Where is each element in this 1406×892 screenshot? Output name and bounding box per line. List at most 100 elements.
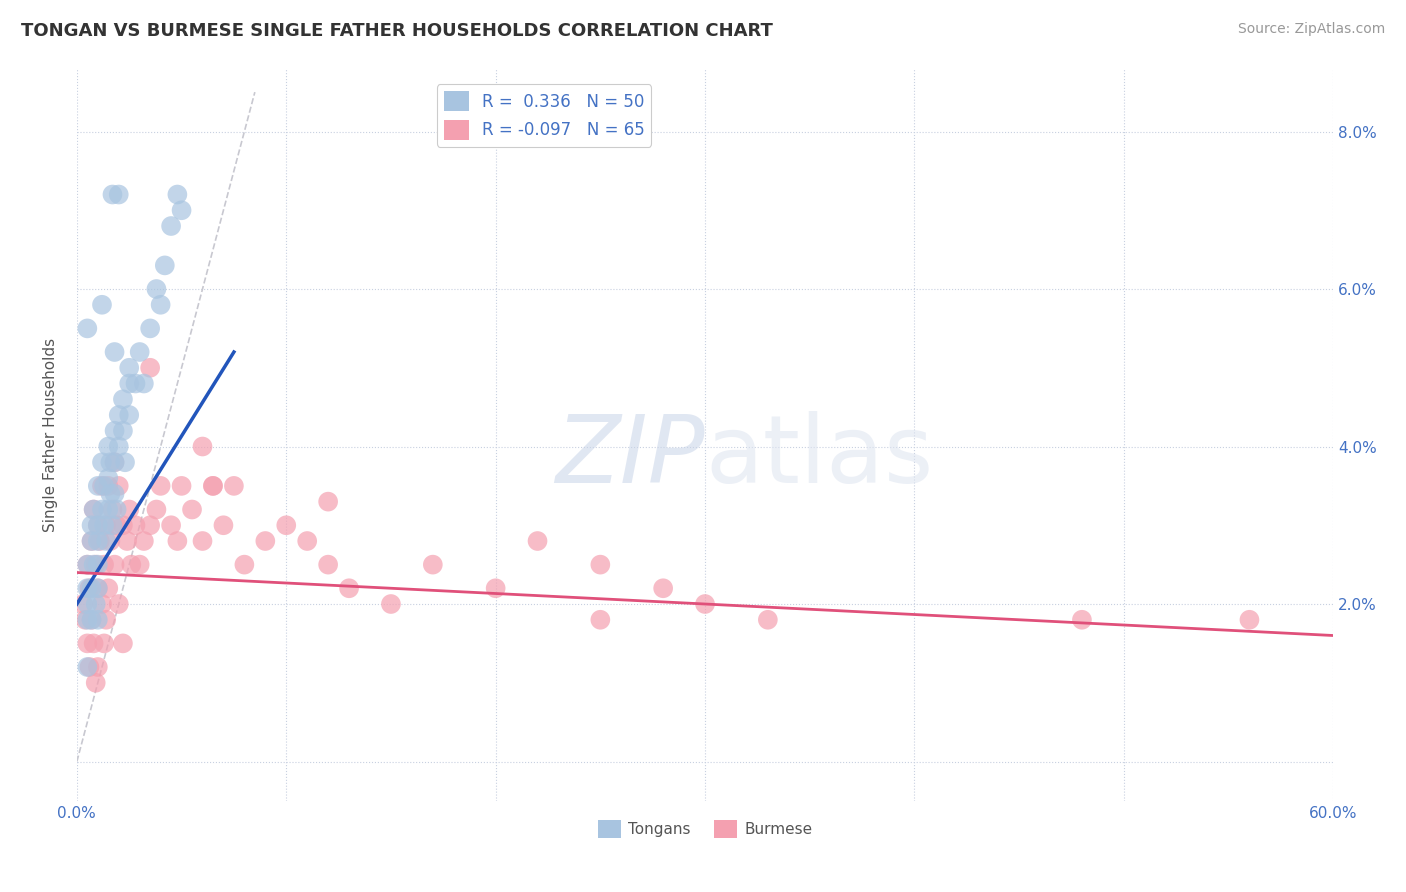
Point bbox=[91, 298, 114, 312]
Point bbox=[181, 502, 204, 516]
Point bbox=[96, 518, 118, 533]
Point bbox=[139, 321, 162, 335]
Point bbox=[103, 487, 125, 501]
Point bbox=[84, 597, 107, 611]
Legend: Tongans, Burmese: Tongans, Burmese bbox=[592, 814, 818, 845]
Point bbox=[101, 518, 124, 533]
Point bbox=[337, 581, 360, 595]
Text: ZIP: ZIP bbox=[555, 411, 704, 502]
Point bbox=[93, 636, 115, 650]
Point bbox=[589, 558, 612, 572]
Point bbox=[101, 502, 124, 516]
Point bbox=[87, 581, 110, 595]
Point bbox=[103, 455, 125, 469]
Point bbox=[100, 455, 122, 469]
Point bbox=[295, 534, 318, 549]
Point bbox=[80, 581, 103, 595]
Point bbox=[1239, 613, 1261, 627]
Point bbox=[89, 534, 111, 549]
Point bbox=[422, 558, 444, 572]
Point bbox=[149, 298, 172, 312]
Point bbox=[118, 360, 141, 375]
Point bbox=[93, 479, 115, 493]
Point bbox=[111, 392, 134, 407]
Point bbox=[76, 636, 98, 650]
Point bbox=[87, 613, 110, 627]
Point bbox=[166, 534, 188, 549]
Point bbox=[276, 518, 298, 533]
Point bbox=[83, 502, 105, 516]
Point bbox=[97, 440, 120, 454]
Point bbox=[83, 502, 105, 516]
Point bbox=[105, 518, 128, 533]
Point bbox=[124, 518, 146, 533]
Point bbox=[80, 534, 103, 549]
Point bbox=[103, 455, 125, 469]
Point bbox=[166, 187, 188, 202]
Point bbox=[87, 518, 110, 533]
Point bbox=[79, 581, 101, 595]
Point bbox=[83, 636, 105, 650]
Point bbox=[111, 518, 134, 533]
Point bbox=[153, 259, 176, 273]
Point bbox=[114, 455, 136, 469]
Point bbox=[485, 581, 508, 595]
Point bbox=[76, 613, 98, 627]
Point bbox=[118, 376, 141, 391]
Point bbox=[149, 479, 172, 493]
Point bbox=[97, 581, 120, 595]
Point bbox=[107, 440, 129, 454]
Point bbox=[97, 479, 120, 493]
Point bbox=[118, 408, 141, 422]
Point bbox=[101, 187, 124, 202]
Point bbox=[111, 636, 134, 650]
Point bbox=[380, 597, 402, 611]
Point bbox=[84, 558, 107, 572]
Point bbox=[103, 424, 125, 438]
Point bbox=[87, 518, 110, 533]
Point bbox=[132, 376, 155, 391]
Point bbox=[160, 219, 183, 233]
Point bbox=[87, 660, 110, 674]
Point bbox=[693, 597, 716, 611]
Point bbox=[91, 455, 114, 469]
Point bbox=[115, 534, 138, 549]
Point bbox=[79, 660, 101, 674]
Point bbox=[107, 597, 129, 611]
Point bbox=[76, 597, 98, 611]
Point bbox=[91, 479, 114, 493]
Point bbox=[76, 321, 98, 335]
Point bbox=[191, 440, 214, 454]
Point bbox=[91, 597, 114, 611]
Point bbox=[80, 518, 103, 533]
Point bbox=[105, 502, 128, 516]
Point bbox=[76, 581, 98, 595]
Point bbox=[160, 518, 183, 533]
Point bbox=[76, 558, 98, 572]
Point bbox=[80, 613, 103, 627]
Point bbox=[191, 534, 214, 549]
Point bbox=[132, 534, 155, 549]
Text: Source: ZipAtlas.com: Source: ZipAtlas.com bbox=[1237, 22, 1385, 37]
Point bbox=[124, 376, 146, 391]
Point bbox=[139, 518, 162, 533]
Point bbox=[107, 479, 129, 493]
Point bbox=[139, 360, 162, 375]
Point bbox=[96, 534, 118, 549]
Point bbox=[93, 558, 115, 572]
Point bbox=[100, 487, 122, 501]
Point bbox=[83, 558, 105, 572]
Point bbox=[589, 613, 612, 627]
Y-axis label: Single Father Households: Single Father Households bbox=[44, 338, 58, 532]
Text: TONGAN VS BURMESE SINGLE FATHER HOUSEHOLDS CORRELATION CHART: TONGAN VS BURMESE SINGLE FATHER HOUSEHOL… bbox=[21, 22, 773, 40]
Point bbox=[76, 660, 98, 674]
Point bbox=[72, 597, 94, 611]
Point bbox=[222, 479, 245, 493]
Point bbox=[76, 558, 98, 572]
Point bbox=[254, 534, 277, 549]
Point bbox=[87, 534, 110, 549]
Point bbox=[201, 479, 224, 493]
Point bbox=[100, 534, 122, 549]
Point bbox=[128, 345, 150, 359]
Point bbox=[170, 203, 193, 218]
